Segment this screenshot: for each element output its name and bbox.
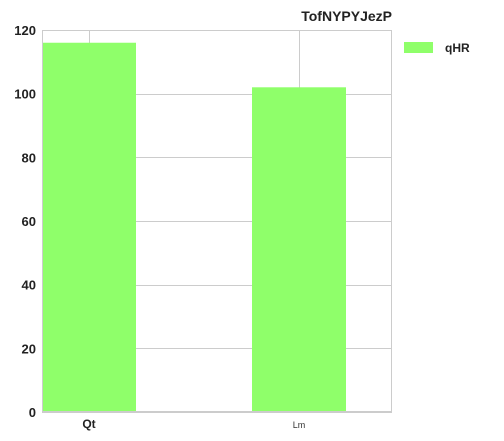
bar-qt	[42, 42, 136, 412]
y-tick-label: 60	[22, 214, 36, 229]
legend-swatch	[404, 42, 433, 53]
x-axis-tick-labels: Qt Lm	[82, 417, 305, 431]
bars	[42, 42, 346, 413]
x-tick-label-qt: Qt	[82, 417, 95, 431]
y-tick-label: 120	[14, 23, 36, 38]
y-tick-label: 20	[22, 341, 36, 356]
y-tick-label: 80	[22, 150, 36, 165]
plot-area-frame	[42, 30, 392, 412]
y-axis-tick-labels: 0 20 40 60 80 100 120	[14, 23, 36, 420]
legend-label-qhr: qHR	[445, 41, 470, 55]
y-tick-label: 100	[14, 87, 36, 102]
legend: qHR	[404, 41, 470, 55]
x-tick-label-lm: Lm	[293, 420, 306, 430]
bar-lm	[252, 87, 346, 413]
y-tick-label: 40	[22, 278, 36, 293]
y-tick-label: 0	[29, 405, 36, 420]
chart-title: TofNYPYJezP	[301, 8, 392, 24]
